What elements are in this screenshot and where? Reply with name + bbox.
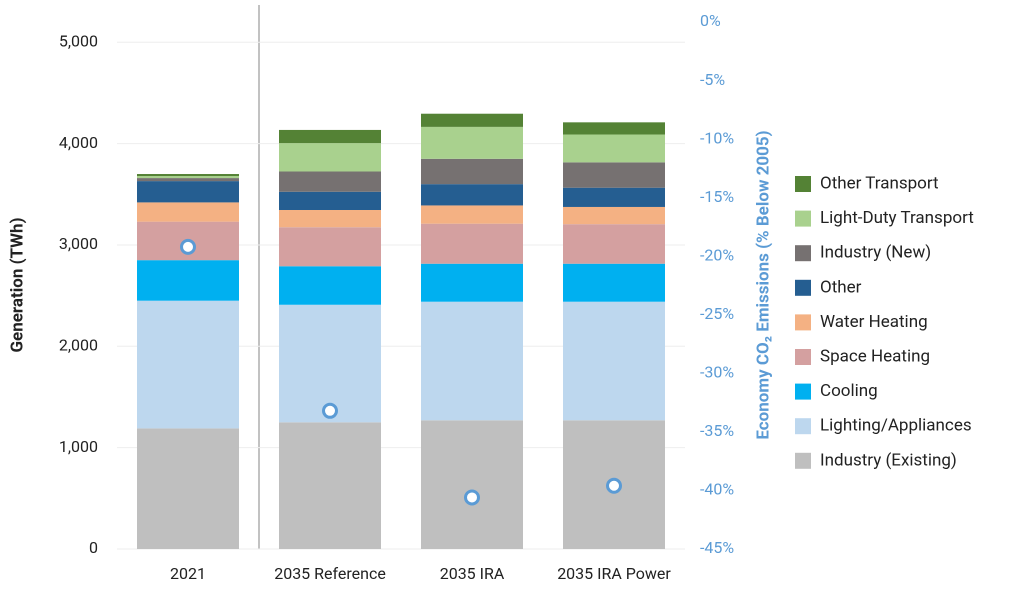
emission-point xyxy=(180,238,196,255)
y2-tick-label: -45% xyxy=(700,538,734,557)
legend-swatch xyxy=(795,418,811,435)
bar-segment xyxy=(563,206,665,225)
bar-segment xyxy=(563,263,665,302)
y2-tick-label: -10% xyxy=(700,128,734,147)
x-tick-label: 2035 IRA xyxy=(440,564,505,583)
y-tick-label: 5,000 xyxy=(59,31,98,50)
bar-segment xyxy=(279,143,381,172)
y2-tick-label: -40% xyxy=(700,480,734,499)
legend-label: Space Heating xyxy=(820,346,930,366)
bar-segment xyxy=(421,126,523,159)
bar-segment xyxy=(279,209,381,228)
bar-segment xyxy=(421,205,523,224)
bar-segment xyxy=(137,260,239,301)
legend-swatch xyxy=(795,176,811,192)
bar-segment xyxy=(137,178,239,182)
legend-swatch xyxy=(795,245,811,262)
y2-tick-label: -25% xyxy=(700,304,734,323)
y2-axis-label: Economy CO₂ Emissions (% Below 2005) xyxy=(753,130,773,439)
emission-point xyxy=(464,489,480,506)
bar-segment xyxy=(137,181,239,203)
bar-segment xyxy=(279,227,381,267)
bar-segment xyxy=(421,158,523,185)
y2-tick-label: -5% xyxy=(700,70,725,89)
legend-swatch xyxy=(795,314,811,331)
x-tick-label: 2035 Reference xyxy=(274,564,386,583)
bar-segment xyxy=(279,266,381,305)
y2-tick-label: -30% xyxy=(700,363,734,382)
legend-label: Other Transport xyxy=(820,173,939,193)
bar-segment xyxy=(563,301,665,421)
bar-segment xyxy=(137,300,239,429)
bar-segment xyxy=(563,134,665,163)
bar-segment xyxy=(563,224,665,264)
bar-segment xyxy=(421,263,523,302)
x-tick-label: 2035 IRA Power xyxy=(557,564,671,583)
bar-segment xyxy=(279,171,381,192)
legend-label: Industry (New) xyxy=(820,243,931,263)
legend-label: Industry (Existing) xyxy=(820,450,957,470)
bar-segment xyxy=(563,162,665,188)
bar-segment xyxy=(421,184,523,206)
bar-segment xyxy=(137,176,239,179)
legend-label: Water Heating xyxy=(820,312,928,332)
legend-swatch xyxy=(795,279,811,296)
legend-label: Light-Duty Transport xyxy=(820,208,974,228)
bar-segment xyxy=(279,304,381,423)
y-tick-label: 1,000 xyxy=(59,437,98,456)
legend-swatch xyxy=(795,210,811,227)
bar-segment xyxy=(563,187,665,207)
bar-segment xyxy=(279,422,381,549)
y-tick-label: 0 xyxy=(89,538,98,557)
legend-swatch xyxy=(795,383,811,400)
legend-label: Lighting/Appliances xyxy=(820,416,972,436)
bar-segment xyxy=(137,174,239,177)
emission-point xyxy=(322,402,338,419)
legend-swatch xyxy=(795,349,811,365)
bar-segment xyxy=(563,122,665,135)
y2-tick-label: -15% xyxy=(700,187,734,206)
y2-tick-label: -35% xyxy=(700,421,734,440)
legend-swatch xyxy=(795,452,811,469)
bar-segment xyxy=(279,191,381,210)
legend-label: Cooling xyxy=(820,381,878,401)
y2-tick-label: -20% xyxy=(700,245,734,264)
y2-tick-label: 0% xyxy=(700,11,721,30)
bar-segment xyxy=(137,428,239,549)
bar-segment xyxy=(421,420,523,549)
bar-segment xyxy=(421,223,523,264)
bar-segment xyxy=(137,202,239,222)
bar-segment xyxy=(421,113,523,127)
legend-label: Other xyxy=(820,277,862,297)
bar-segment xyxy=(279,129,381,144)
y-axis-label: Generation (TWh) xyxy=(7,217,27,352)
y-tick-label: 4,000 xyxy=(59,133,98,152)
bar-segment xyxy=(421,301,523,421)
y-tick-label: 2,000 xyxy=(59,336,98,355)
emission-point xyxy=(606,477,622,494)
y-tick-label: 3,000 xyxy=(59,234,98,253)
x-tick-label: 2021 xyxy=(170,564,206,583)
